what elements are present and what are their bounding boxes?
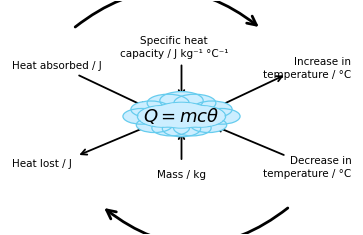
Ellipse shape xyxy=(174,94,216,112)
Ellipse shape xyxy=(137,106,189,127)
Ellipse shape xyxy=(160,92,203,110)
Ellipse shape xyxy=(174,94,216,112)
Ellipse shape xyxy=(136,118,172,133)
Ellipse shape xyxy=(191,118,227,133)
Ellipse shape xyxy=(123,109,160,124)
Ellipse shape xyxy=(147,94,189,112)
Ellipse shape xyxy=(192,101,232,118)
Ellipse shape xyxy=(138,106,188,127)
Ellipse shape xyxy=(136,118,172,133)
Text: Heat absorbed / J: Heat absorbed / J xyxy=(12,61,101,71)
Ellipse shape xyxy=(162,121,201,137)
FancyArrowPatch shape xyxy=(75,0,256,27)
Ellipse shape xyxy=(160,92,203,110)
Ellipse shape xyxy=(203,109,240,124)
Text: Increase in
temperature / °C: Increase in temperature / °C xyxy=(263,57,351,80)
Ellipse shape xyxy=(191,118,227,133)
Ellipse shape xyxy=(174,120,211,136)
Ellipse shape xyxy=(162,121,201,137)
Ellipse shape xyxy=(175,106,225,127)
Ellipse shape xyxy=(147,94,189,112)
Ellipse shape xyxy=(131,101,171,118)
Ellipse shape xyxy=(174,120,211,136)
Ellipse shape xyxy=(151,102,212,128)
Ellipse shape xyxy=(151,102,212,128)
Ellipse shape xyxy=(137,106,189,127)
Ellipse shape xyxy=(203,109,240,124)
Text: Mass / kg: Mass / kg xyxy=(157,170,206,180)
FancyArrowPatch shape xyxy=(107,208,288,235)
Ellipse shape xyxy=(131,101,171,118)
Ellipse shape xyxy=(152,120,189,136)
Ellipse shape xyxy=(174,106,226,127)
Ellipse shape xyxy=(123,109,160,124)
Text: $Q = mc\theta$: $Q = mc\theta$ xyxy=(143,106,220,126)
Ellipse shape xyxy=(152,103,211,128)
Ellipse shape xyxy=(192,101,232,118)
Ellipse shape xyxy=(152,120,189,136)
Text: Decrease in
temperature / °C: Decrease in temperature / °C xyxy=(263,156,351,179)
Text: Heat lost / J: Heat lost / J xyxy=(12,159,72,169)
Text: Specific heat
capacity / J kg⁻¹ °C⁻¹: Specific heat capacity / J kg⁻¹ °C⁻¹ xyxy=(120,36,229,59)
Ellipse shape xyxy=(174,106,226,127)
Ellipse shape xyxy=(154,103,209,126)
